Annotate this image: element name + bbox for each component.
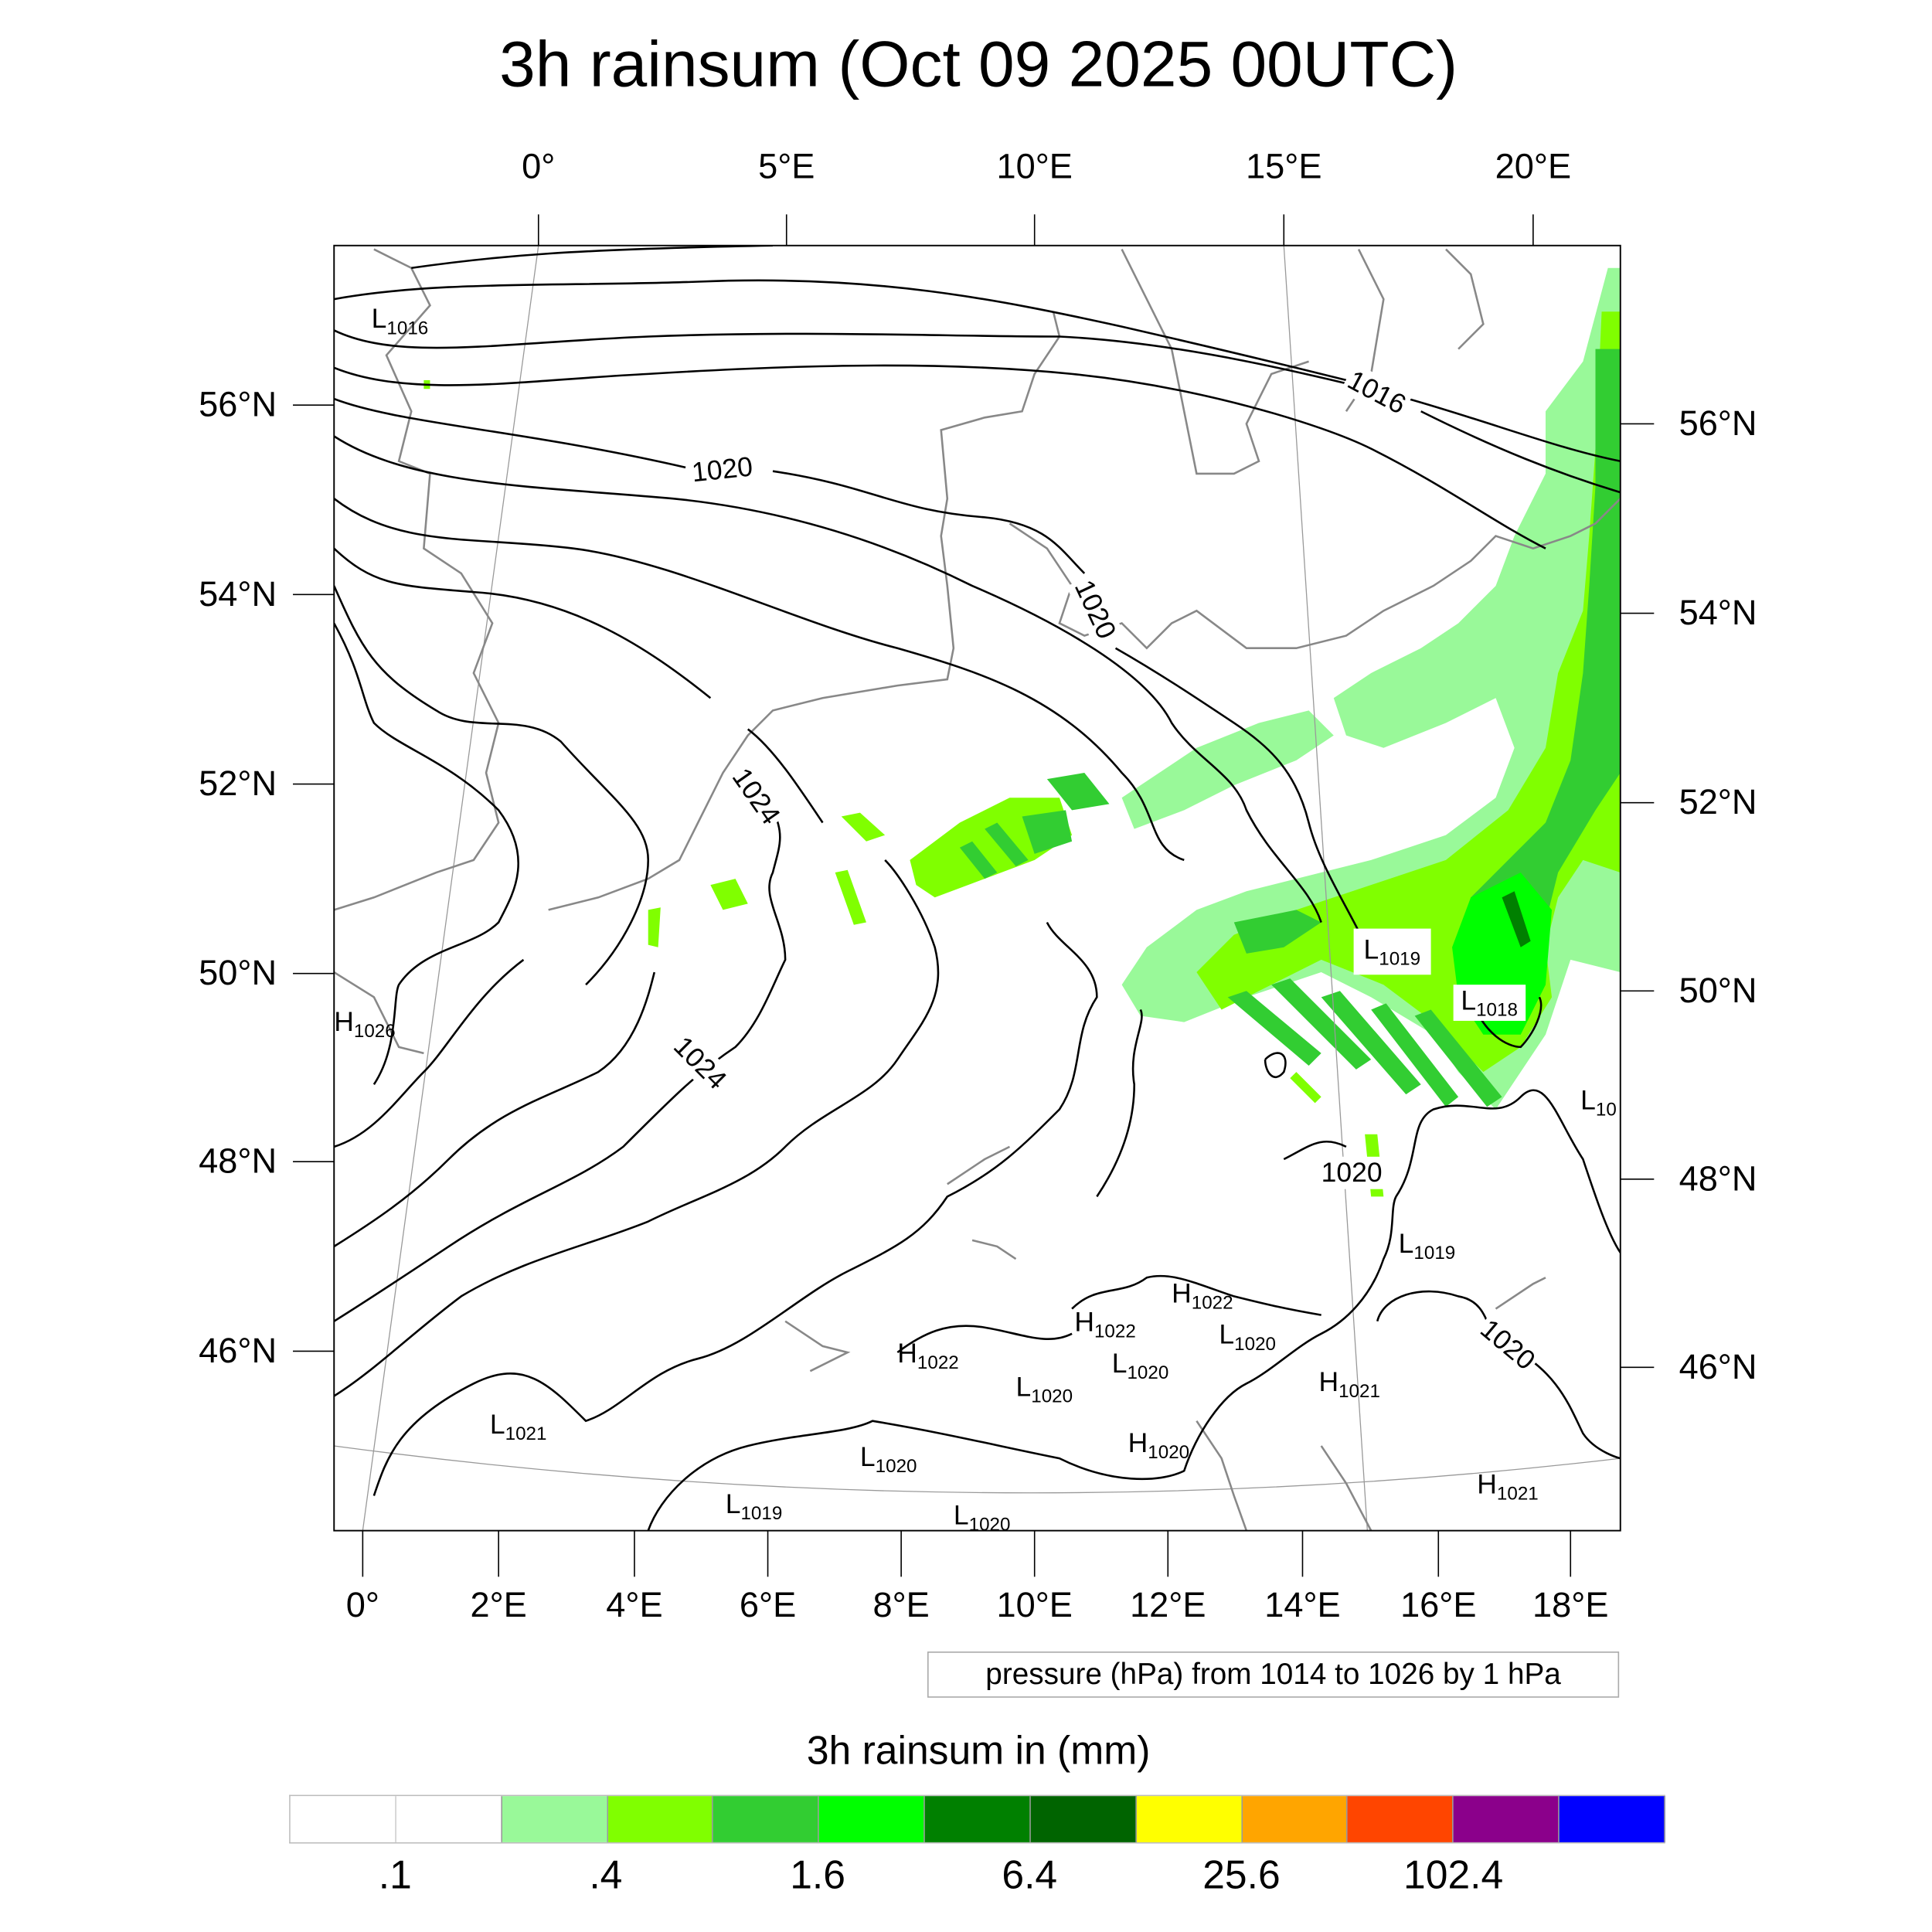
pressure-center-low: L1020 [859,1440,917,1478]
pressure-center-low: L1019 [1398,1227,1456,1264]
colorbar-label: 1.6 [790,1852,845,1897]
rain-field [423,267,1621,1197]
colorbar-label: 102.4 [1403,1852,1504,1897]
colorbar-swatch [1030,1796,1137,1842]
colorbar-swatch [1136,1796,1243,1842]
rain-area-medium [1022,772,1110,854]
colorbar-label: 6.4 [1002,1852,1058,1897]
lon-label-bottom: 14°E [1264,1585,1341,1624]
lon-label-top: 0° [522,147,556,186]
lat-label-left: 46°N [199,1331,277,1370]
lon-label-bottom: 2°E [470,1585,527,1624]
colorbar [289,1794,1665,1844]
lat-label-left: 56°N [199,385,277,424]
pressure-center-low: L1019 [1353,928,1431,975]
colorbar-label: .1 [378,1852,412,1897]
lon-label-bottom: 10°E [996,1585,1073,1624]
pressure-center-low: L1021 [489,1408,547,1445]
pressure-center-low: L1020 [953,1499,1011,1531]
chart-title: 3h rainsum (Oct 09 2025 00UTC) [499,29,1458,101]
side-ticks [293,404,1655,1369]
pressure-center-low: L1018 [1453,985,1526,1021]
pressure-center-high: H1021 [1318,1366,1380,1403]
colorbar-swatch [607,1796,714,1842]
lon-label-bottom: 6°E [739,1585,797,1624]
colorbar-swatch [1454,1796,1560,1842]
rain-streaks [959,822,1502,1107]
colorbar-label: 25.6 [1202,1852,1281,1897]
lat-label-left: 48°N [199,1141,277,1181]
pressure-center-high: H1026 [334,1005,396,1043]
map-frame [333,244,1621,1532]
top-ticks [537,214,1534,246]
lon-label-bottom: 0° [345,1585,379,1624]
colorbar-swatch [1559,1796,1665,1842]
lon-label-top: 15°E [1246,147,1322,186]
lat-label-right: 52°N [1679,782,1757,821]
pressure-center-low: L1020 [1219,1318,1277,1355]
isobars [334,245,1621,1531]
rain-area-medium [1458,349,1621,985]
pressure-center-low: L1020 [1015,1371,1073,1407]
rain-area-light [1121,710,1334,829]
lat-label-right: 46°N [1679,1347,1757,1386]
colorbar-swatch [1348,1796,1454,1842]
colorbar-label: .4 [589,1852,623,1897]
pressure-center-high: H1021 [1477,1468,1539,1505]
coastlines [334,248,1621,1531]
lat-label-left: 54°N [199,574,277,614]
lon-label-top: 5°E [758,147,815,186]
lat-label-right: 50°N [1679,971,1757,1010]
lat-label-right: 48°N [1679,1158,1757,1198]
lon-label-bottom: 18°E [1532,1585,1609,1624]
bottom-ticks [362,1530,1572,1577]
lon-label-bottom: 4°E [606,1585,663,1624]
pressure-center-low: L10 [1580,1084,1617,1121]
contour-label: 1020 [687,450,757,490]
pressure-center-low: L1020 [1111,1347,1169,1384]
pressure-center-low: L1016 [371,302,429,339]
lon-label-bottom: 8°E [872,1585,930,1624]
lat-label-right: 56°N [1679,403,1757,443]
colorbar-swatch [1242,1796,1349,1842]
contour-label: 1020 [1318,1156,1385,1189]
lat-label-left: 50°N [199,953,277,992]
colorbar-swatch [396,1796,502,1842]
lon-label-bottom: 16°E [1400,1585,1477,1624]
rain-area-medium [1233,910,1321,954]
colorbar-swatch [502,1796,608,1842]
colorbar-swatch [924,1796,1031,1842]
lon-label-top: 10°E [996,147,1073,186]
contour-info-box: pressure (hPa) from 1014 to 1026 by 1 hP… [927,1651,1620,1698]
colorbar-title: 3h rainsum in (mm) [806,1727,1151,1773]
lat-label-right: 54°N [1679,593,1757,632]
lon-label-top: 20°E [1495,147,1572,186]
pressure-center-high: H1022 [1172,1277,1233,1314]
lat-label-left: 52°N [199,764,277,803]
pressure-center-low: L1019 [725,1488,783,1525]
pressure-center-high: H1022 [1074,1306,1136,1343]
rain-area-dark [1502,891,1531,947]
colorbar-swatch [290,1796,396,1842]
colorbar-swatch [819,1796,925,1842]
colorbar-swatch [713,1796,820,1842]
pressure-center-high: H1022 [897,1337,959,1374]
pressure-center-high: H1020 [1128,1427,1190,1464]
graticule [334,245,1621,1531]
lon-label-bottom: 12°E [1130,1585,1206,1624]
